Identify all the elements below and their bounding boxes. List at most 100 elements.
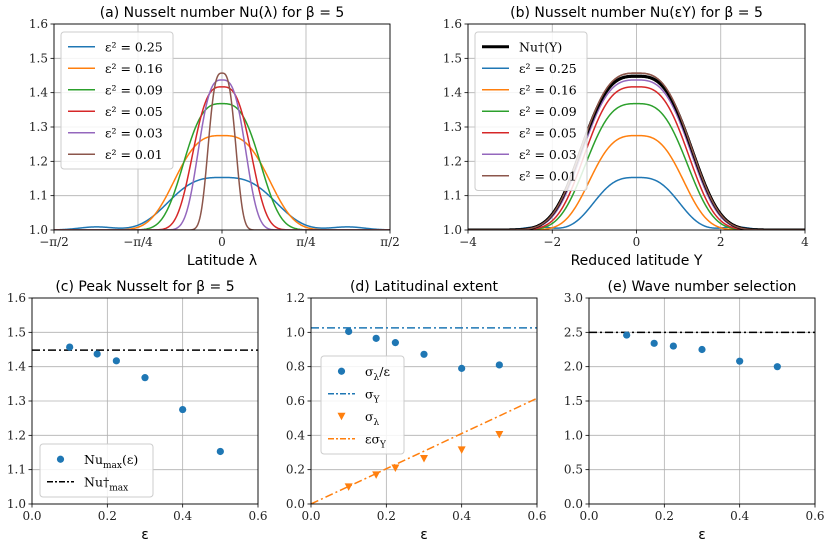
y-tick-label: 0.2 xyxy=(286,463,305,477)
legend-label: ε² = 0.09 xyxy=(519,104,577,119)
legend-box xyxy=(474,31,588,191)
legend-label: εσY xyxy=(365,431,387,450)
data-point xyxy=(736,357,744,365)
label-subscript: λ xyxy=(374,373,380,383)
legend-box xyxy=(39,443,154,498)
y-tick-label: 1.5 xyxy=(443,51,462,65)
legend-box xyxy=(60,31,174,170)
data-point xyxy=(345,327,353,336)
x-tick-label: π/4 xyxy=(296,235,316,249)
y-tick-label: 1.5 xyxy=(29,51,48,65)
label-subscript: Y xyxy=(373,395,381,405)
legend: Numax(ε)Nu†max xyxy=(39,443,154,498)
label-subscript: max xyxy=(103,461,122,471)
data-point xyxy=(623,331,631,339)
x-tick-label: 0 xyxy=(633,235,641,249)
y-tick-label: 1.0 xyxy=(564,428,583,442)
data-point xyxy=(420,350,428,358)
label-base: σ xyxy=(365,364,374,379)
y-tick-label: 1.5 xyxy=(7,325,26,339)
legend-label: ε² = 0.05 xyxy=(105,104,163,119)
y-tick-label: 1.0 xyxy=(7,497,26,511)
panel-title: (c) Peak Nusselt for β = 5 xyxy=(55,279,234,295)
y-tick-label: 2.0 xyxy=(564,360,583,374)
y-tick-label: 1.4 xyxy=(7,360,26,374)
data-point xyxy=(650,339,658,347)
data-point-triangle xyxy=(344,483,353,491)
slope-line xyxy=(311,397,537,504)
y-tick-label: 1.1 xyxy=(29,189,48,203)
x-tick-label: −π/4 xyxy=(123,235,153,249)
axes-frame xyxy=(310,297,538,505)
series-line-4 xyxy=(54,79,390,230)
x-axis-label: ε xyxy=(698,527,706,543)
panel-title: (e) Wave number selection xyxy=(608,279,797,295)
x-tick-label: 0.2 xyxy=(377,509,396,523)
y-tick-label: 1.6 xyxy=(443,17,462,31)
panel-title: (a) Nusselt number Nu(λ) for β = 5 xyxy=(100,5,345,21)
label-subscript: max xyxy=(109,483,128,493)
y-tick-label: 1.2 xyxy=(29,154,48,168)
legend-marker-circle xyxy=(56,455,65,463)
label-subscript: Y xyxy=(379,440,387,450)
y-tick-label: 1.4 xyxy=(29,86,48,100)
y-tick-label: 0.0 xyxy=(564,497,583,511)
y-tick-label: 1.3 xyxy=(29,120,48,134)
legend: Nu†(Y) ε² = 0.25 ε² = 0.16 ε² = 0.09 ε² = 0.… xyxy=(474,31,588,191)
label-rest: /ε xyxy=(379,364,390,379)
data-point xyxy=(669,342,677,350)
series-line-3 xyxy=(54,86,390,230)
panel-c: 0.0 0.2 0.4 0.6 1.0 1.1 1.2 1.3 1.4 1.5 1.6 (c) Pea… xyxy=(7,279,268,543)
data-point xyxy=(773,363,781,371)
legend-label: ε² = 0.01 xyxy=(519,168,577,183)
legend-label: ε² = 0.05 xyxy=(519,125,577,140)
data-point xyxy=(66,343,74,351)
legend-marker-circle xyxy=(337,367,346,375)
x-tick-label: 0.4 xyxy=(173,509,192,523)
y-tick-label: 1.0 xyxy=(29,223,48,237)
legend-label: Numax(ε) xyxy=(84,452,138,471)
y-tick-label: 0.4 xyxy=(286,428,305,442)
y-tick-label: 1.0 xyxy=(286,325,305,339)
legend-label: ε² = 0.25 xyxy=(105,39,163,54)
x-tick-label: −π/2 xyxy=(39,235,69,249)
y-tick-label: 1.1 xyxy=(443,189,462,203)
y-tick-label: 0.0 xyxy=(286,497,305,511)
y-tick-label: 0.6 xyxy=(286,394,305,408)
legend-label: ε² = 0.03 xyxy=(105,125,163,140)
legend-label: σλ xyxy=(365,409,380,428)
legend-label: σλ/ε xyxy=(365,364,390,383)
y-tick-label: 2.5 xyxy=(564,325,583,339)
legend-label: σY xyxy=(365,386,381,405)
label-base: Nu xyxy=(84,452,103,467)
legend-marker-triangle xyxy=(337,412,346,421)
series-line-0 xyxy=(54,176,390,230)
data-point-triangle xyxy=(457,446,466,454)
panel-b: −4 −2 0 2 4 1.0 1.1 1.2 1.3 1.4 1.5 1.6 (b) Nusselt … xyxy=(443,5,809,269)
y-tick-label: 0.8 xyxy=(286,360,305,374)
x-tick-label: 0.6 xyxy=(248,509,267,523)
x-tick-label: 4 xyxy=(801,235,809,249)
y-tick-label: 1.0 xyxy=(443,223,462,237)
series-line-2 xyxy=(54,102,390,230)
x-tick-label: 0.2 xyxy=(655,509,674,523)
panel-title: (b) Nusselt number Nu(εY) for β = 5 xyxy=(510,5,763,21)
x-tick-label: 0.4 xyxy=(730,509,749,523)
x-tick-label: 0.6 xyxy=(805,509,824,523)
label-base: σ xyxy=(365,386,374,401)
panel-a: −π/2 −π/4 0 π/4 π/2 1.0 1.1 1.2 1.3 1.4 1.5 1.6 (a) … xyxy=(29,5,400,269)
data-point-triangle xyxy=(372,471,381,479)
x-tick-label: 0.4 xyxy=(452,509,471,523)
legend-box xyxy=(320,355,405,455)
x-axis-label: ε xyxy=(420,527,428,543)
axes-frame xyxy=(53,23,391,231)
y-tick-label: 1.6 xyxy=(7,291,26,305)
y-tick-label: 1.4 xyxy=(443,86,462,100)
data-point xyxy=(495,361,503,369)
data-point xyxy=(698,345,706,354)
series-line-5 xyxy=(468,72,805,230)
y-tick-label: 1.2 xyxy=(443,154,462,168)
data-point xyxy=(458,364,466,372)
